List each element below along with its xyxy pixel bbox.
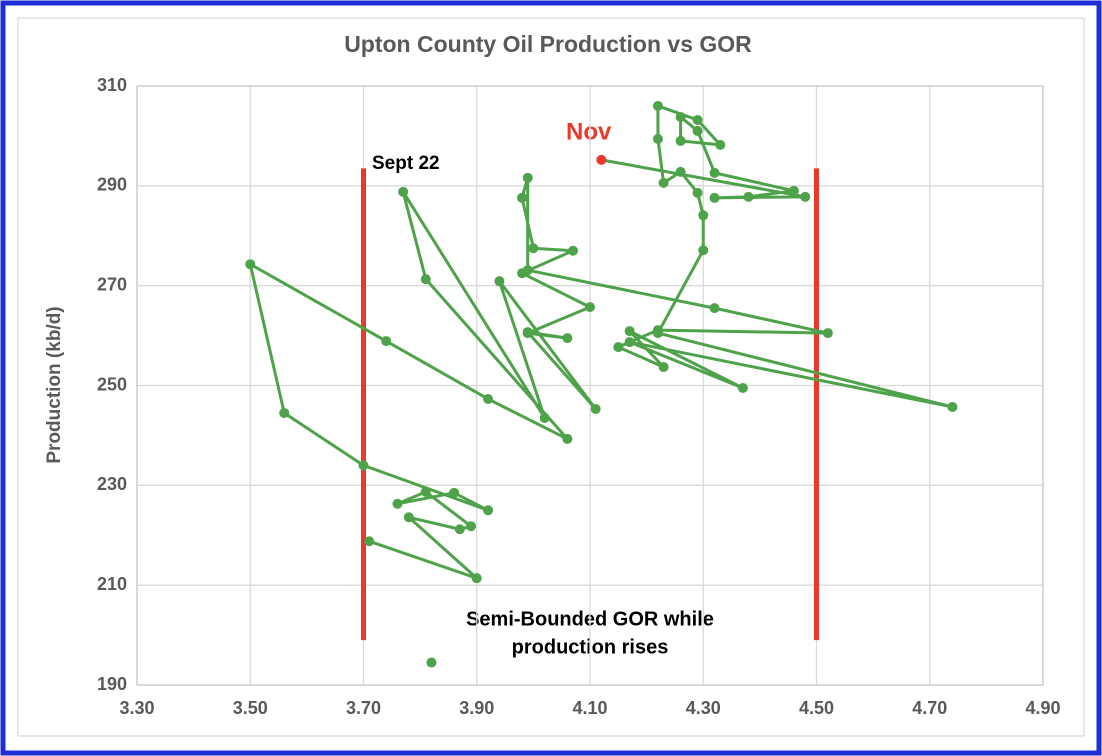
data-point [392,498,403,509]
annotation: Sept 22 [372,153,440,174]
series-line [248,104,954,580]
data-point [483,393,494,404]
annotation: Nov [566,118,612,145]
x-tick-label: 3.70 [346,698,381,718]
data-point [539,412,550,423]
data-point [528,243,539,254]
x-tick-label: 3.30 [119,698,154,718]
y-tick-label: 270 [97,274,127,294]
x-tick-label: 4.30 [686,698,721,718]
y-tick-label: 190 [97,674,127,694]
data-point [613,342,624,353]
x-tick-label: 4.50 [799,698,834,718]
data-point [466,521,477,532]
y-tick-label: 230 [97,474,127,494]
y-tick-label: 250 [97,374,127,394]
data-point [358,460,369,471]
data-point [494,276,505,287]
x-tick-label: 3.90 [459,698,494,718]
data-point [403,512,414,523]
data-point [568,245,579,256]
data-point [652,133,663,144]
data-point [788,185,799,196]
data-point [624,337,635,348]
data-point [279,407,290,418]
chart-title: Upton County Oil Production vs GOR [344,31,752,57]
data-point [698,210,709,221]
data-point [381,336,392,347]
data-point [245,259,256,270]
data-point [562,433,573,444]
data-point [743,191,754,202]
data-point [585,302,595,313]
data-point [692,187,703,198]
data-point [658,362,669,373]
data-point [364,536,375,547]
data-point [675,166,686,177]
x-tick-label: 3.50 [233,698,268,718]
data-point [652,100,663,111]
data-point [715,139,726,150]
x-tick-label: 4.10 [572,698,607,718]
data-point [692,114,703,125]
data-point [471,573,482,584]
data-point [420,486,431,497]
data-point [590,403,601,414]
data-point [675,135,686,146]
data-point [658,177,669,188]
data-point [675,111,686,122]
data-point [947,401,958,412]
y-tick-label: 290 [97,175,127,195]
data-point [517,192,528,203]
data-point [398,186,409,197]
data-point [522,172,533,183]
data-point [800,191,811,202]
data-point [652,328,663,339]
data-point [737,382,748,393]
series [245,100,958,668]
data-point [562,333,573,344]
data-point [522,265,533,276]
x-tick-label: 4.90 [1025,698,1060,718]
data-point [596,154,607,165]
data-point [698,245,709,256]
data-point [522,328,533,339]
x-tick-label: 4.70 [912,698,947,718]
y-tick-label: 310 [97,75,127,95]
data-point [420,274,431,285]
data-point [692,125,703,136]
chart-frame [17,17,1085,737]
data-point [483,505,494,516]
data-point [709,192,720,203]
data-point [709,303,720,314]
y-tick-label: 210 [97,574,127,594]
data-point [426,657,437,668]
data-point [449,487,460,498]
plot-area-border [136,85,1044,686]
data-point [709,167,720,178]
data-point [822,328,833,339]
data-point [454,524,465,535]
data-point [624,326,635,337]
y-axis-label: Production (kb/d) [44,306,65,463]
